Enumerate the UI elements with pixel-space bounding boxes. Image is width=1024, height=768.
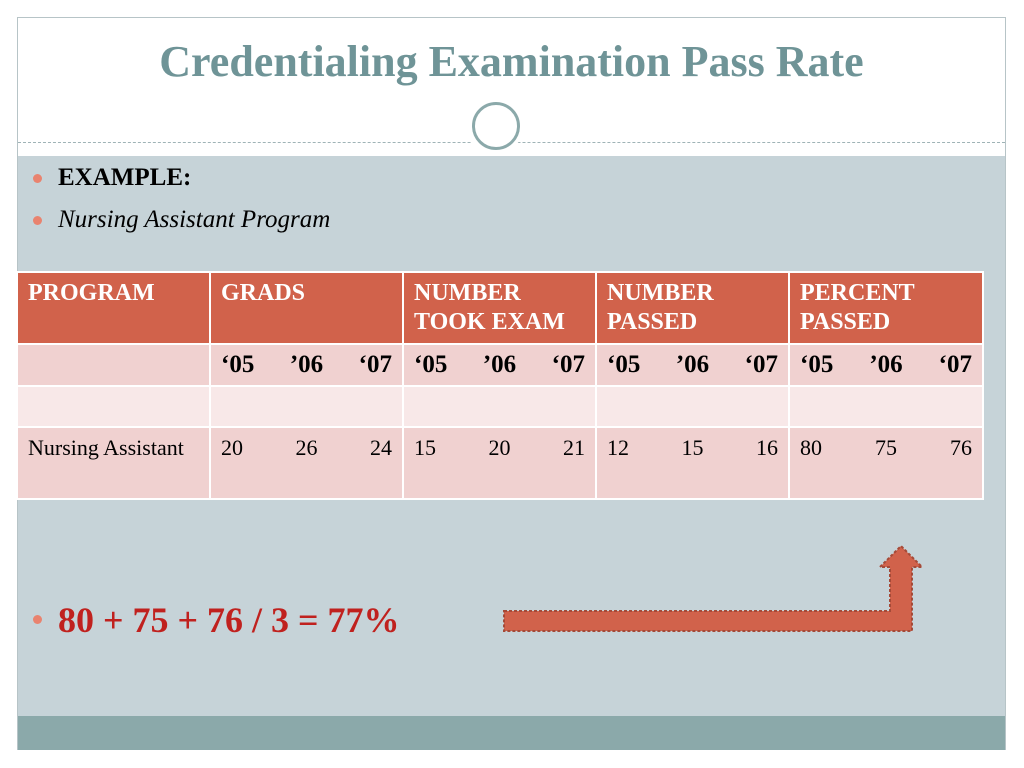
value: 20 — [488, 435, 511, 460]
elbow-arrow-up-icon — [503, 544, 925, 632]
header-percent-passed: PERCENT PASSED — [788, 271, 984, 345]
header-took-exam: NUMBER TOOK EXAM — [402, 271, 597, 345]
bullet-dot-icon — [33, 615, 42, 624]
table-row: Nursing Assistant 20 26 24 15 20 21 12 1… — [16, 426, 984, 500]
slide-title: Credentialing Examination Pass Rate — [159, 37, 864, 86]
footer-bar — [18, 716, 1005, 750]
table-cell — [209, 385, 404, 428]
table-cell — [595, 385, 790, 428]
value: 20 — [221, 435, 243, 460]
pass-rate-table: PROGRAM GRADS NUMBER TOOK EXAM NUMBER PA… — [16, 271, 984, 500]
header-passed: NUMBER PASSED — [595, 271, 790, 345]
year-label: ‘05 — [607, 351, 641, 378]
year-cell-passed: ‘05 ’06 ‘07 — [595, 343, 790, 387]
table-blank-row — [16, 385, 984, 428]
took-exam-cell: 15 20 21 — [402, 426, 597, 500]
table-cell — [402, 385, 597, 428]
table-header-row: PROGRAM GRADS NUMBER TOOK EXAM NUMBER PA… — [16, 271, 984, 345]
bullet-program-name: Nursing Assistant Program — [58, 206, 331, 233]
circle-ornament-ring — [472, 102, 520, 150]
year-label: ‘07 — [358, 351, 392, 378]
year-cell-percent: ‘05 ’06 ‘07 — [788, 343, 984, 387]
table-cell — [788, 385, 984, 428]
bullet-item: EXAMPLE: — [30, 158, 330, 200]
bullet-item: Nursing Assistant Program — [30, 200, 330, 242]
year-label: ‘07 — [744, 351, 778, 378]
bullet-list: EXAMPLE: Nursing Assistant Program — [30, 158, 330, 242]
year-cell-grads: ‘05 ’06 ‘07 — [209, 343, 404, 387]
year-label: ‘05 — [800, 351, 834, 378]
formula-bullet: 80 + 75 + 76 / 3 = 77% — [30, 596, 400, 644]
percent-passed-cell: 80 75 76 — [788, 426, 984, 500]
year-cell-empty — [16, 343, 211, 387]
bullet-example-label: EXAMPLE: — [58, 164, 192, 191]
table-year-row: ‘05 ’06 ‘07 ‘05 ’06 ‘07 ‘05 ’06 ‘07 ‘05 … — [16, 343, 984, 387]
value: 12 — [607, 435, 629, 460]
header-grads: GRADS — [209, 271, 404, 345]
year-label: ’06 — [869, 351, 903, 378]
header-program: PROGRAM — [16, 271, 211, 345]
value: 26 — [295, 435, 318, 460]
value: 16 — [756, 435, 778, 460]
value: 80 — [800, 435, 822, 460]
value: 75 — [875, 435, 897, 460]
year-cell-took: ‘05 ’06 ‘07 — [402, 343, 597, 387]
bullet-dot-icon — [33, 216, 42, 225]
value: 76 — [950, 435, 972, 460]
value: 15 — [414, 435, 436, 460]
table-cell — [16, 385, 211, 428]
year-label: ‘07 — [938, 351, 972, 378]
year-label: ‘05 — [221, 351, 255, 378]
grads-cell: 20 26 24 — [209, 426, 404, 500]
year-label: ‘05 — [414, 351, 448, 378]
passed-cell: 12 15 16 — [595, 426, 790, 500]
year-label: ‘07 — [551, 351, 585, 378]
year-label: ’06 — [289, 351, 324, 378]
program-name-cell: Nursing Assistant — [16, 426, 211, 500]
year-label: ’06 — [675, 351, 710, 378]
average-formula: 80 + 75 + 76 / 3 = 77% — [58, 600, 400, 640]
value: 15 — [681, 435, 704, 460]
value: 21 — [563, 435, 585, 460]
bullet-dot-icon — [33, 174, 42, 183]
value: 24 — [370, 435, 392, 460]
year-label: ’06 — [482, 351, 517, 378]
